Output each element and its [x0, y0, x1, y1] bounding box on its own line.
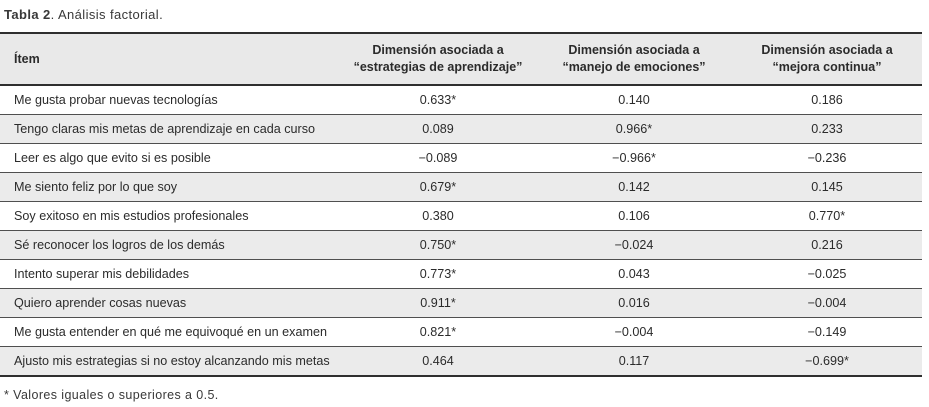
dim3-cell: 0.770* — [732, 201, 922, 231]
column-header-line1: Dimensión asociada a — [372, 43, 504, 58]
dim1-cell: 0.750* — [340, 230, 536, 260]
dim2-cell: 0.142 — [536, 172, 732, 202]
dim2-cell: −0.004 — [536, 317, 732, 347]
item-cell: Ajusto mis estrategias si no estoy alcan… — [0, 346, 340, 376]
dim3-cell: 0.233 — [732, 114, 922, 144]
column-header-line1: Dimensión asociada a — [761, 43, 893, 58]
dim2-cell: 0.016 — [536, 288, 732, 318]
column-header-item: Ítem — [0, 33, 340, 86]
dim1-cell: 0.464 — [340, 346, 536, 376]
table-row: Tengo claras mis metas de aprendizaje en… — [0, 114, 922, 144]
dim1-cell: 0.633* — [419, 93, 457, 107]
dim2-cell: 0.043 — [536, 259, 732, 289]
item-cell: Tengo claras mis metas de aprendizaje en… — [0, 114, 340, 144]
dim2-cell: 0.140 — [618, 93, 650, 107]
dim1-cell: −0.089 — [340, 143, 536, 173]
dim1-cell: 0.679* — [340, 172, 536, 202]
table-footnote: * Valores iguales o superiores a 0.5. — [4, 388, 219, 402]
dim3-cell: −0.236 — [732, 143, 922, 173]
header-row: Ítem Dimensión asociada a “estrategias d… — [0, 33, 922, 86]
dim1-cell: 0.089 — [340, 114, 536, 144]
column-header-line2: “mejora continua” — [772, 60, 882, 74]
item-cell: Leer es algo que evito si es posible — [0, 143, 340, 173]
dim1-cell: 0.380 — [340, 201, 536, 231]
column-header-dim-emociones: Dimensión asociada a “manejo de emocione… — [536, 33, 732, 86]
column-header-line1: Dimensión asociada a — [568, 43, 700, 58]
table-row: Quiero aprender cosas nuevas 0.911* 0.01… — [0, 288, 922, 318]
dim3-cell: 0.145 — [732, 172, 922, 202]
dim2-cell: −0.024 — [536, 230, 732, 260]
table-row: Sé reconocer los logros de los demás 0.7… — [0, 230, 922, 260]
table-caption-title: . Análisis factorial. — [50, 7, 164, 22]
table-row: Leer es algo que evito si es posible −0.… — [0, 143, 922, 173]
item-cell: Me siento feliz por lo que soy — [0, 172, 340, 202]
table-row: Me gusta entender en qué me equivoqué en… — [0, 317, 922, 347]
table-row: Ajusto mis estrategias si no estoy alcan… — [0, 346, 922, 376]
factor-analysis-table: Ítem Dimensión asociada a “estrategias d… — [0, 32, 922, 377]
dim1-cell: 0.773* — [340, 259, 536, 289]
table-row: Me gusta probar nuevas tecnologías 0.633… — [0, 85, 922, 115]
dim3-cell: −0.149 — [732, 317, 922, 347]
dim2-cell: −0.966* — [536, 143, 732, 173]
item-cell: Sé reconocer los logros de los demás — [0, 230, 340, 260]
dim2-cell: 0.117 — [536, 346, 732, 376]
item-cell: Me gusta entender en qué me equivoqué en… — [0, 317, 340, 347]
item-cell: Intento superar mis debilidades — [0, 259, 340, 289]
column-header-line2: “estrategias de aprendizaje” — [353, 60, 523, 74]
dim1-cell: 0.911* — [340, 288, 536, 318]
table-row: Me siento feliz por lo que soy 0.679* 0.… — [0, 172, 922, 202]
dim2-cell: 0.966* — [536, 114, 732, 144]
dim3-cell: 0.186 — [811, 93, 843, 107]
dim2-cell: 0.106 — [536, 201, 732, 231]
dim3-cell: −0.025 — [732, 259, 922, 289]
column-header-dim-estrategias: Dimensión asociada a “estrategias de apr… — [340, 33, 536, 86]
column-header-dim-mejora: Dimensión asociada a “mejora continua” — [732, 33, 922, 86]
dim1-cell: 0.821* — [340, 317, 536, 347]
table-row: Intento superar mis debilidades 0.773* 0… — [0, 259, 922, 289]
dim3-cell: −0.699* — [732, 346, 922, 376]
table-row: Soy exitoso en mis estudios profesionale… — [0, 201, 922, 231]
column-header-line2: “manejo de emociones” — [562, 60, 706, 74]
dim3-cell: −0.004 — [732, 288, 922, 318]
item-cell: Me gusta probar nuevas tecnologías — [14, 93, 218, 107]
dim3-cell: 0.216 — [732, 230, 922, 260]
item-cell: Soy exitoso en mis estudios profesionale… — [0, 201, 340, 231]
item-cell: Quiero aprender cosas nuevas — [0, 288, 340, 318]
table-caption: Tabla 2. Análisis factorial. — [0, 0, 929, 22]
table-caption-number: Tabla 2 — [4, 7, 51, 22]
